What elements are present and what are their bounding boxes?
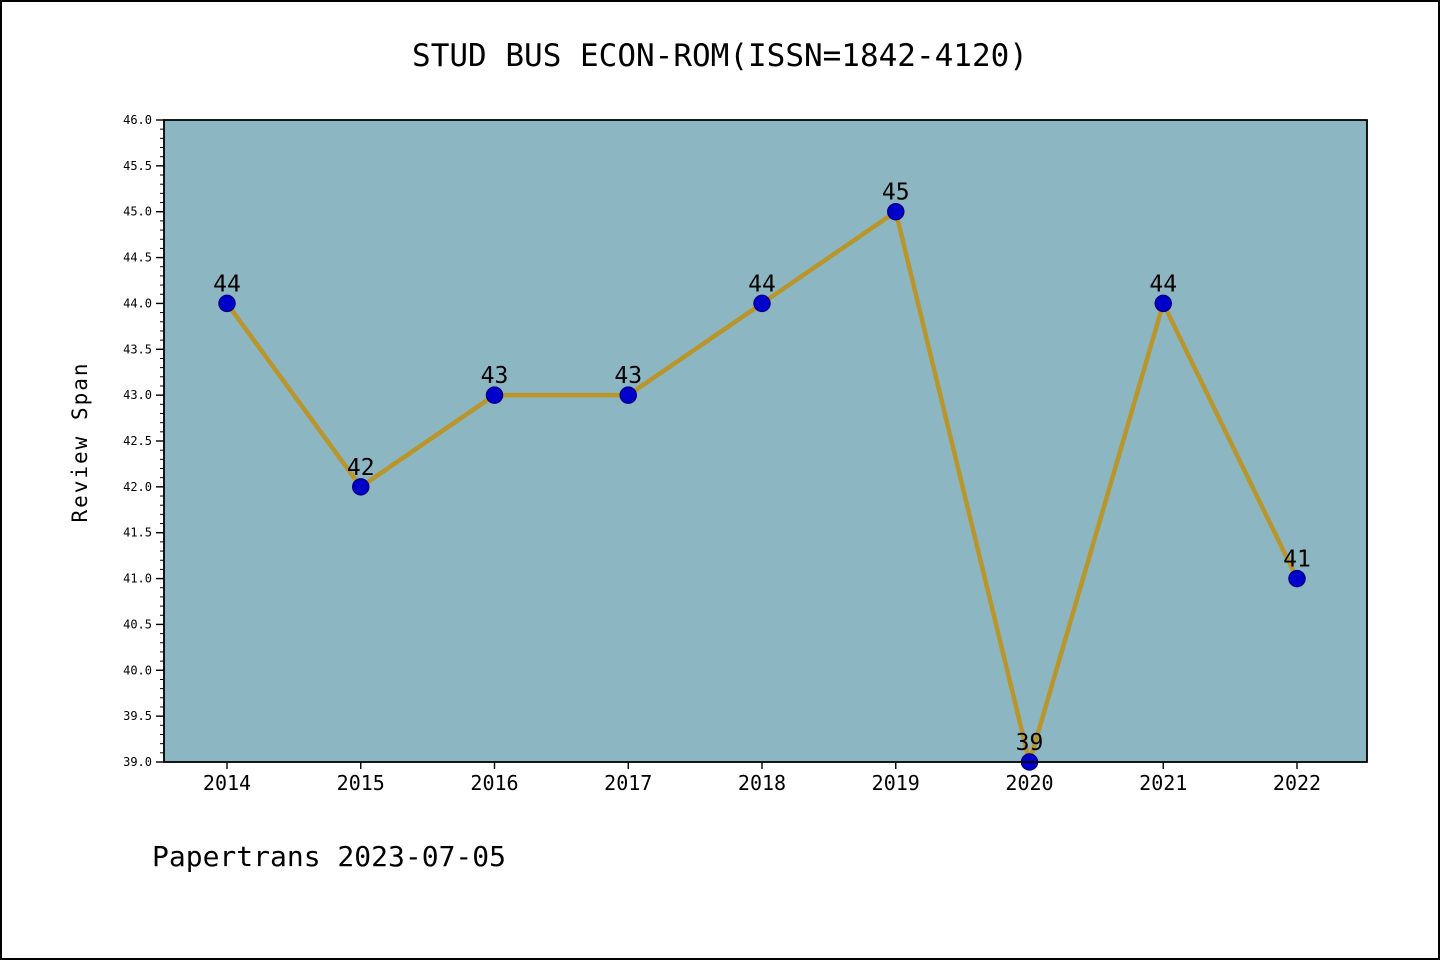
plot-area	[164, 120, 1367, 762]
y-tick-label: 42.0	[123, 480, 152, 494]
plot-border	[163, 119, 1368, 763]
point-label: 41	[1283, 547, 1311, 573]
y-tick-label: 39.5	[123, 709, 152, 723]
point-label: 39	[1016, 730, 1044, 756]
y-tick-label: 44.0	[123, 296, 152, 310]
point-label: 43	[614, 363, 642, 389]
y-tick-label: 46.0	[123, 113, 152, 127]
point-label: 42	[347, 455, 375, 481]
x-tick-label: 2015	[337, 771, 385, 795]
y-tick-label: 41.5	[123, 526, 152, 540]
x-tick-label: 2014	[203, 771, 251, 795]
data-point	[485, 386, 504, 404]
x-tick-label: 2016	[470, 771, 518, 795]
y-tick-label: 43.0	[123, 388, 152, 402]
data-point	[352, 478, 370, 496]
x-tick-label: 2020	[1005, 771, 1053, 795]
x-tick-label: 2017	[604, 771, 652, 795]
data-point	[1154, 294, 1172, 313]
y-tick-label: 43.5	[123, 342, 152, 356]
chart-title: STUD BUS ECON-ROM(ISSN=1842-4120)	[412, 38, 1028, 74]
y-tick-label: 45.5	[123, 159, 152, 173]
y-tick-label: 39.0	[123, 755, 152, 769]
y-tick-label: 42.5	[123, 434, 152, 448]
data-point	[753, 294, 771, 313]
y-tick-label: 45.0	[123, 205, 152, 219]
data-point	[887, 202, 905, 221]
x-tick-label: 2018	[738, 771, 786, 795]
data-point	[218, 294, 236, 313]
y-tick-label: 40.5	[123, 617, 152, 631]
point-label: 44	[1149, 271, 1177, 297]
y-tick-label: 41.0	[123, 572, 152, 586]
y-tick-label: 40.0	[123, 663, 152, 677]
point-label: 44	[213, 271, 241, 297]
point-label: 43	[481, 363, 509, 389]
data-point	[619, 386, 637, 404]
point-label: 45	[882, 180, 910, 206]
x-tick-label: 2019	[872, 771, 920, 795]
data-point	[1288, 569, 1306, 588]
x-tick-label: 2021	[1139, 771, 1187, 795]
footer-text: Papertrans 2023-07-05	[152, 840, 507, 873]
y-tick-label: 44.5	[123, 251, 152, 265]
x-tick-label: 2022	[1273, 771, 1321, 795]
point-label: 44	[748, 271, 776, 297]
